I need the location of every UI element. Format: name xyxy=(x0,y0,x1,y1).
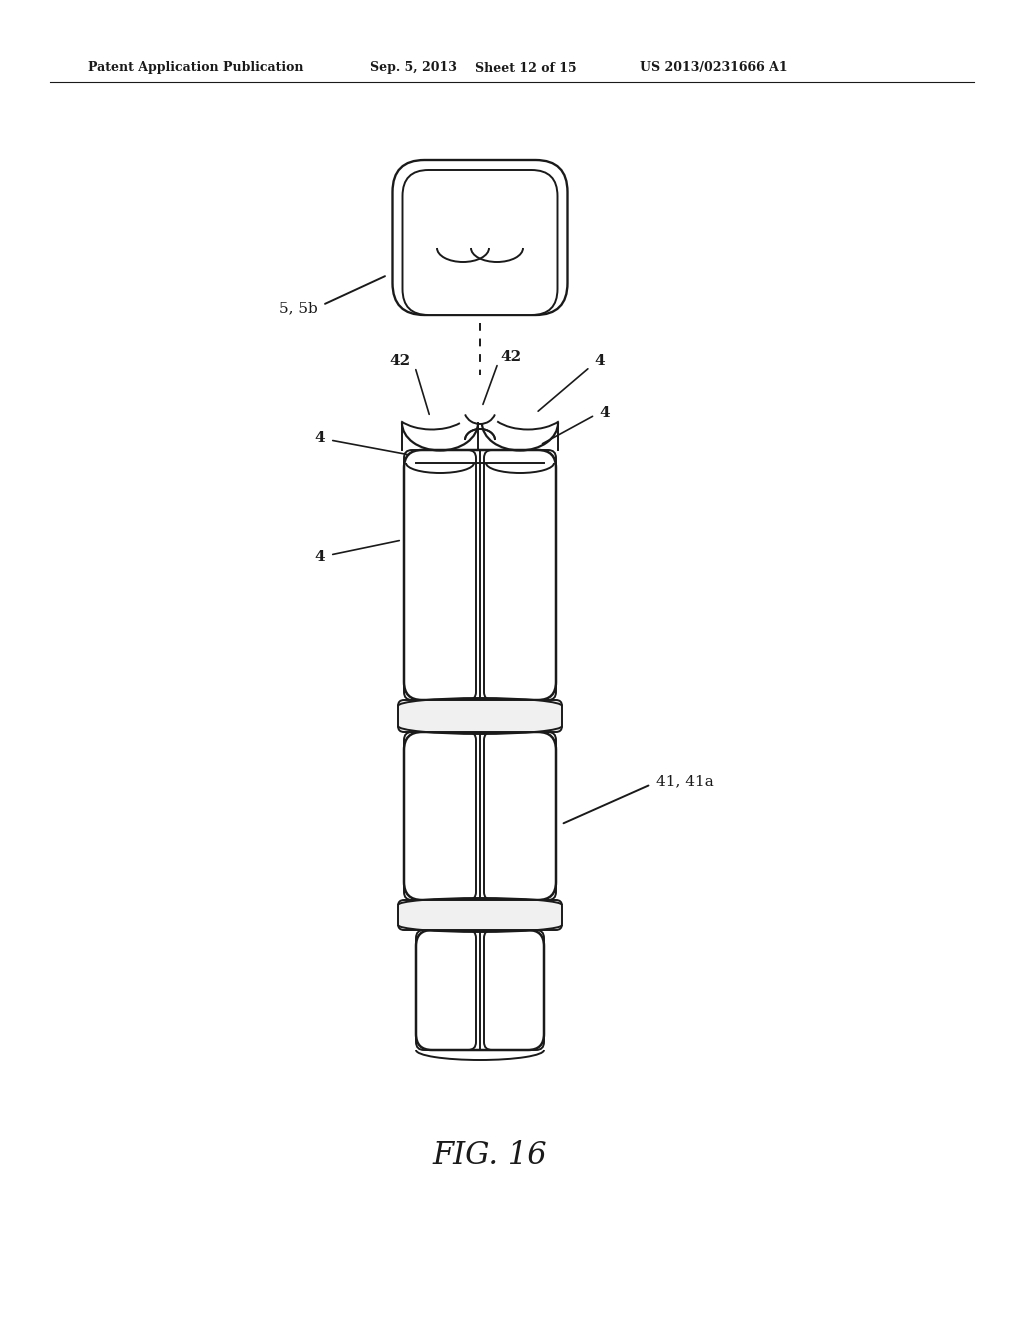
Text: Sep. 5, 2013: Sep. 5, 2013 xyxy=(370,62,457,74)
FancyBboxPatch shape xyxy=(398,700,562,733)
Text: US 2013/0231666 A1: US 2013/0231666 A1 xyxy=(640,62,787,74)
Text: FIG. 16: FIG. 16 xyxy=(433,1139,547,1171)
FancyBboxPatch shape xyxy=(404,733,476,900)
FancyBboxPatch shape xyxy=(484,450,556,700)
Text: 4: 4 xyxy=(314,432,325,445)
Text: 42: 42 xyxy=(389,354,410,368)
FancyBboxPatch shape xyxy=(484,931,544,1049)
FancyBboxPatch shape xyxy=(404,450,476,700)
Text: 41, 41a: 41, 41a xyxy=(656,775,714,788)
Text: 4: 4 xyxy=(314,550,325,564)
FancyBboxPatch shape xyxy=(402,170,557,315)
FancyBboxPatch shape xyxy=(416,931,476,1049)
Text: 4: 4 xyxy=(594,354,604,368)
Text: 5, 5b: 5, 5b xyxy=(279,301,317,315)
FancyBboxPatch shape xyxy=(392,160,567,315)
Text: Sheet 12 of 15: Sheet 12 of 15 xyxy=(475,62,577,74)
FancyBboxPatch shape xyxy=(484,733,556,900)
Text: 42: 42 xyxy=(500,350,521,364)
Text: Patent Application Publication: Patent Application Publication xyxy=(88,62,303,74)
Text: 4: 4 xyxy=(599,407,609,420)
FancyBboxPatch shape xyxy=(398,900,562,931)
